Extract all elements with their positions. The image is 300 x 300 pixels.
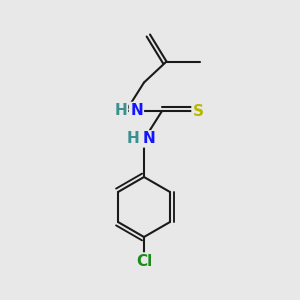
Text: Cl: Cl [136, 254, 152, 268]
Text: H: H [126, 131, 139, 146]
Text: N: N [130, 103, 143, 118]
Text: S: S [193, 103, 203, 118]
Text: N: N [143, 131, 156, 146]
Text: H: H [114, 103, 127, 118]
